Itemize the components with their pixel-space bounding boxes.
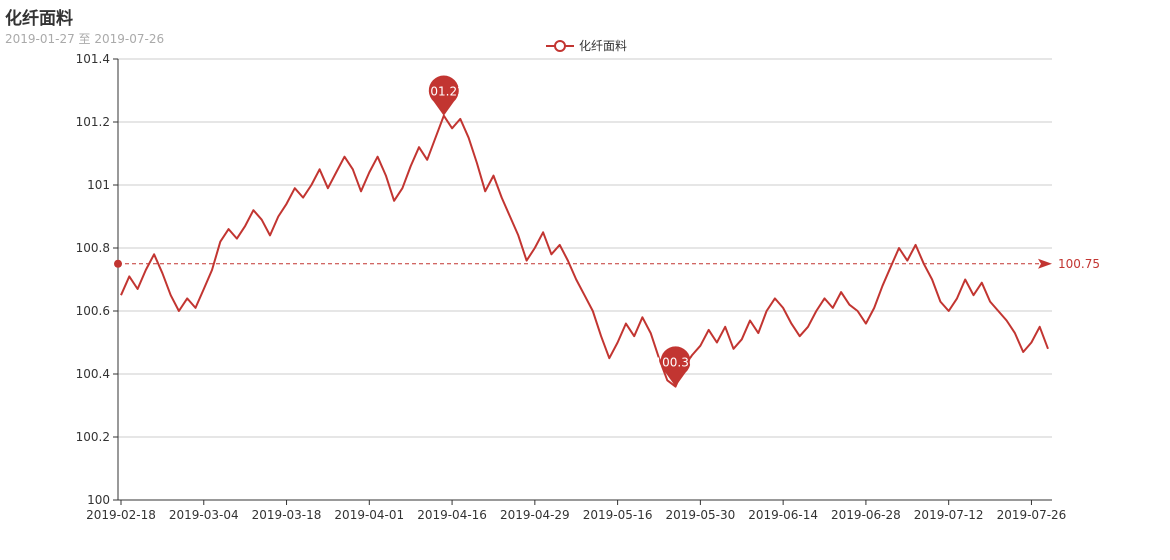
y-tick-label: 100.4 [76, 367, 110, 381]
y-tick-label: 101 [87, 178, 110, 192]
average-line-arrow [1038, 258, 1052, 269]
average-line-start-dot [114, 259, 122, 268]
y-tick-label: 101.2 [76, 115, 110, 129]
x-tick-label: 2019-06-14 [748, 508, 818, 522]
max-point-pin-label: 101.22 [423, 85, 465, 99]
legend-label: 化纤面料 [579, 39, 628, 53]
chart-title: 化纤面料 [5, 9, 73, 29]
y-tick-label: 100.2 [76, 430, 110, 444]
x-tick-label: 2019-03-04 [169, 508, 239, 522]
max-point-pin [428, 75, 459, 116]
x-tick-label: 2019-04-16 [417, 508, 487, 522]
chart-subtitle: 2019-01-27 至 2019-07-26 [5, 32, 165, 46]
legend[interactable]: 化纤面料 [546, 37, 627, 54]
average-line-label: 100.75 [1058, 257, 1100, 271]
x-tick-label: 2019-07-12 [914, 508, 984, 522]
x-tick-label: 2019-05-30 [666, 508, 736, 522]
x-tick-label: 2019-04-29 [500, 508, 570, 522]
y-tick-label: 100.6 [76, 304, 110, 318]
y-tick-label: 101.4 [76, 52, 110, 66]
x-tick-label: 2019-07-26 [997, 508, 1067, 522]
series-line [120, 114, 1049, 388]
x-tick-label: 2019-04-01 [334, 508, 404, 522]
x-tick-label: 2019-05-16 [583, 508, 653, 522]
legend-line-circle-icon [546, 39, 574, 52]
min-point-pin-label: 100.36 [655, 356, 697, 370]
x-tick-label: 2019-03-18 [252, 508, 322, 522]
x-tick-label: 2019-02-18 [86, 508, 156, 522]
y-tick-label: 100.8 [76, 241, 110, 255]
y-tick-label: 100 [87, 493, 110, 507]
min-point-pin [660, 346, 691, 387]
x-tick-label: 2019-06-28 [831, 508, 901, 522]
